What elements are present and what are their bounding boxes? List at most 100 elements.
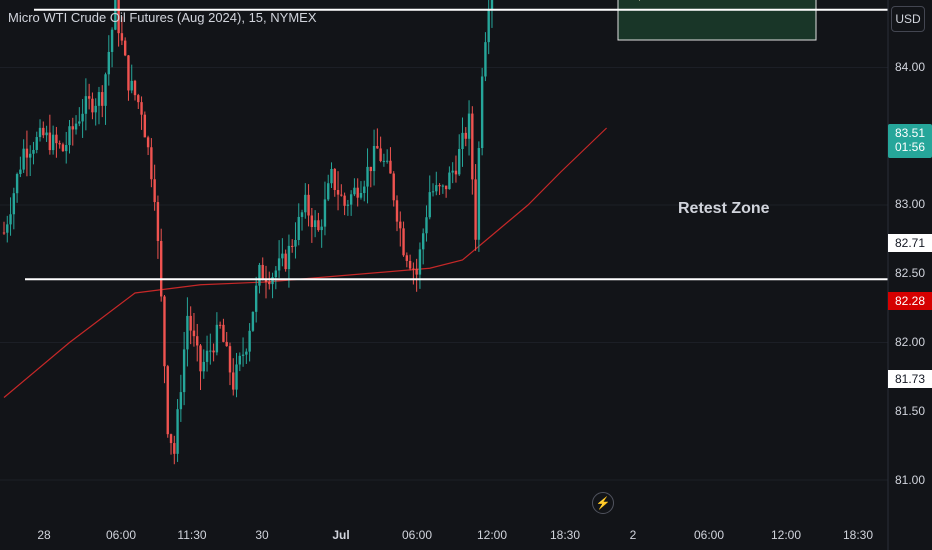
- candle-up: [68, 126, 71, 146]
- candle-up: [448, 172, 451, 190]
- candle-down: [120, 33, 124, 41]
- candle-down: [189, 315, 192, 331]
- candle-up: [467, 113, 471, 139]
- time-tick: 06:00: [105, 528, 137, 542]
- candle-up: [477, 148, 481, 240]
- lightning-icon[interactable]: ⚡: [592, 492, 614, 514]
- candle-down: [91, 98, 94, 113]
- candle-down: [379, 148, 382, 162]
- support-price-tag: 81.73: [888, 370, 932, 388]
- candle-up: [35, 137, 38, 150]
- candle-up: [238, 355, 241, 365]
- candle-up: [431, 191, 435, 193]
- candle-down: [356, 187, 359, 198]
- candle-up: [9, 214, 12, 225]
- candle-up: [205, 350, 209, 362]
- candle-down: [343, 195, 346, 206]
- candle-up: [114, 0, 117, 30]
- candle-down: [169, 434, 173, 444]
- candle-down: [87, 96, 91, 99]
- candle-down: [310, 215, 314, 228]
- candle-up: [94, 105, 97, 113]
- candle-up: [425, 217, 428, 234]
- candle-down: [444, 185, 448, 190]
- candle-down: [222, 324, 225, 342]
- candle-down: [412, 268, 415, 270]
- candle-down: [291, 245, 294, 247]
- candle-down: [25, 148, 29, 158]
- candle-up: [287, 245, 291, 270]
- candle-down: [218, 324, 222, 326]
- candle-up: [480, 76, 484, 149]
- candle-up: [81, 113, 84, 122]
- symbol-title[interactable]: Micro WTI Crude Oil Futures (Aug 2024), …: [8, 10, 317, 25]
- candle-up: [78, 121, 81, 124]
- candle-up: [15, 174, 19, 194]
- candle-up: [19, 169, 22, 175]
- candle-up: [209, 350, 212, 352]
- candle-down: [454, 170, 458, 175]
- candle-down: [150, 147, 153, 180]
- time-tick: 18:30: [842, 528, 874, 542]
- candle-up: [484, 42, 487, 77]
- moving-average-line: [3, 127, 608, 398]
- ma-price-tag: 82.28: [888, 292, 932, 310]
- time-tick: 06:00: [401, 528, 433, 542]
- candle-down: [137, 95, 140, 103]
- candle-down: [163, 296, 166, 367]
- candle-down: [264, 279, 268, 282]
- candle-down: [268, 281, 271, 285]
- price-tick: 81.50: [894, 404, 926, 418]
- currency-button[interactable]: USD: [891, 6, 925, 32]
- candle-down: [415, 268, 418, 275]
- candle-down: [42, 127, 45, 136]
- candle-down: [199, 345, 202, 372]
- candle-up: [294, 239, 297, 247]
- candle-up: [29, 153, 32, 158]
- candle-down: [192, 330, 196, 337]
- candle-up: [277, 258, 281, 271]
- price-tick: 81.00: [894, 473, 926, 487]
- candle-down: [228, 346, 232, 373]
- candle-down: [127, 55, 130, 91]
- candle-up: [6, 224, 9, 233]
- candle-up: [346, 204, 350, 206]
- candle-down: [471, 113, 474, 180]
- candle-down: [261, 264, 264, 280]
- candle-down: [196, 336, 199, 346]
- candle-up: [241, 354, 245, 356]
- candle-down: [225, 341, 228, 347]
- candle-up: [12, 193, 16, 215]
- candle-down: [212, 350, 215, 353]
- candle-down: [333, 168, 336, 191]
- candle-up: [323, 199, 327, 227]
- candle-up: [45, 132, 48, 136]
- candle-up: [215, 324, 219, 353]
- retest-zone-box[interactable]: [617, 0, 817, 41]
- candle-down: [166, 366, 169, 435]
- candle-down: [153, 179, 156, 203]
- candle-up: [435, 185, 438, 192]
- candle-down: [173, 443, 176, 454]
- time-tick: 06:00: [693, 528, 725, 542]
- candle-up: [320, 226, 323, 231]
- candle-down: [2, 232, 6, 234]
- candle-down: [117, 0, 120, 34]
- time-tick: 28: [37, 528, 51, 542]
- candle-up: [271, 277, 274, 285]
- price-tick: 83.00: [894, 197, 926, 211]
- candle-down: [160, 240, 163, 297]
- candles: [2, 0, 494, 465]
- candle-up: [245, 351, 248, 355]
- candle-up: [461, 132, 464, 150]
- candle-up: [176, 409, 179, 454]
- candle-up: [353, 187, 356, 195]
- candle-down: [369, 166, 372, 172]
- candle-up: [130, 80, 133, 91]
- candle-up: [349, 194, 353, 205]
- candle-down: [55, 134, 58, 144]
- candle-up: [202, 361, 205, 372]
- candle-up: [248, 330, 251, 352]
- candle-up: [490, 0, 494, 10]
